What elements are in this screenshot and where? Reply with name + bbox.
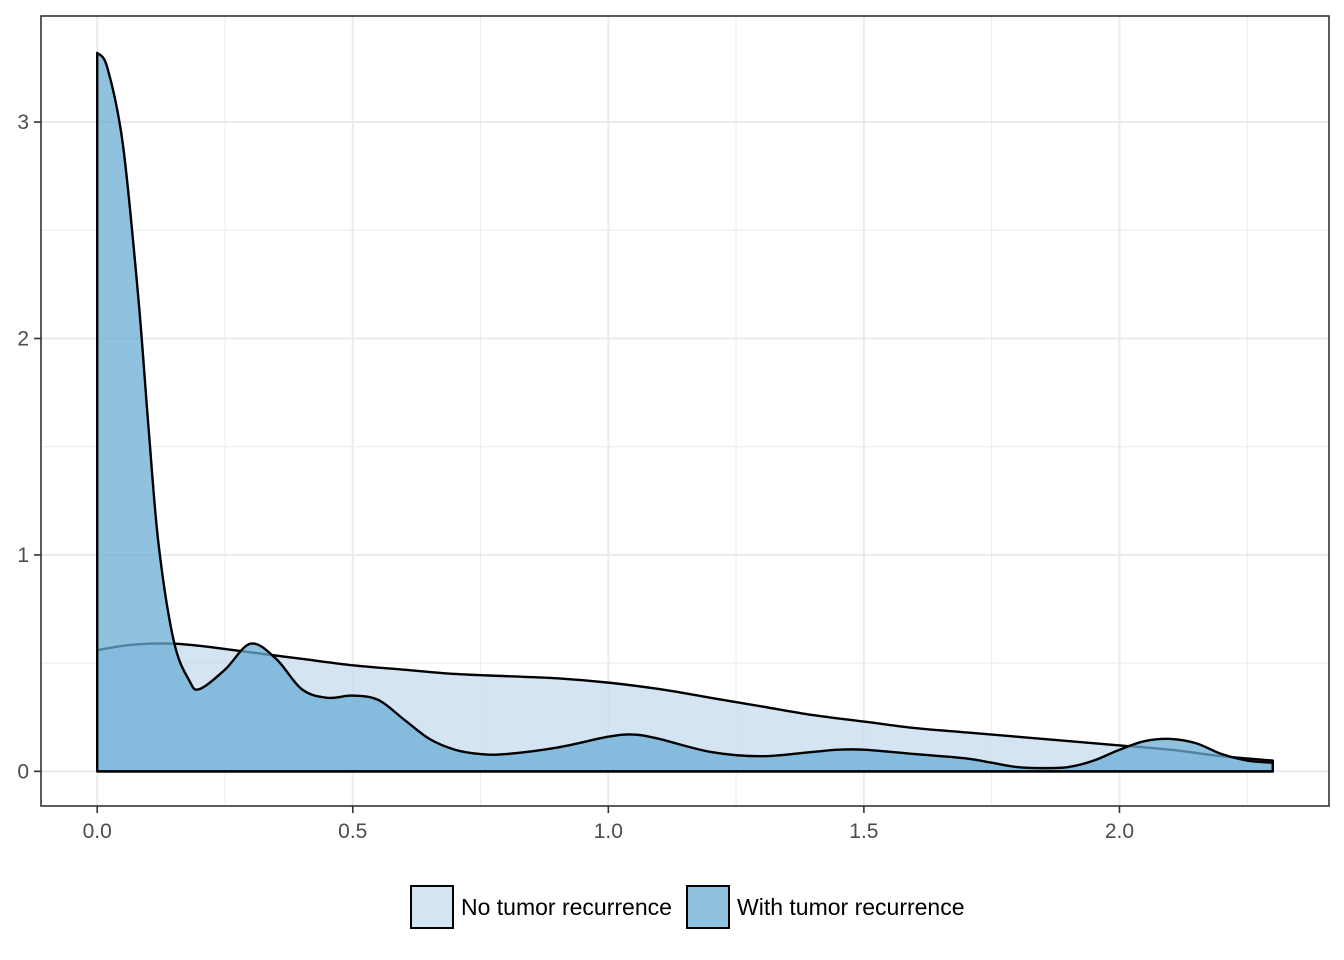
minor-gridlines: [41, 16, 1329, 806]
x-tick-label: 1.0: [594, 820, 623, 843]
y-tick-label: 3: [17, 111, 29, 134]
y-tick-label: 0: [17, 760, 29, 783]
legend-label-with-recurrence: With tumor recurrence: [737, 894, 965, 920]
legend: No tumor recurrence With tumor recurrenc…: [410, 885, 965, 929]
legend-label-no-recurrence: No tumor recurrence: [461, 894, 672, 920]
x-tick-label: 2.0: [1105, 820, 1134, 843]
y-tick-label: 2: [17, 327, 29, 350]
density-area-with-recurrence: [96, 51, 1274, 773]
x-tick-label: 1.5: [849, 820, 878, 843]
plot-panel-border: [40, 15, 1330, 807]
x-axis: 0.0 0.5 1.0 1.5 2.0: [83, 806, 1134, 843]
y-axis: 0 1 2 3: [17, 111, 41, 783]
x-tick-label: 0.0: [83, 820, 112, 843]
density-areas: [96, 51, 1274, 773]
legend-key-no-recurrence: [410, 885, 454, 929]
y-tick-label: 1: [17, 544, 29, 567]
legend-key-with-recurrence: [686, 885, 730, 929]
x-tick-label: 0.5: [338, 820, 367, 843]
